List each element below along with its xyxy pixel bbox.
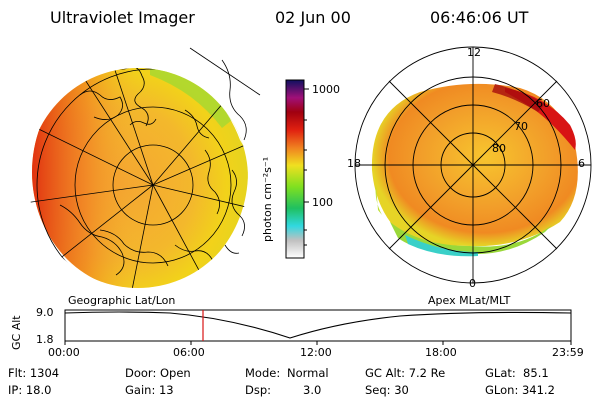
left-map-caption: Geographic Lat/Lon — [68, 294, 176, 307]
altitude-plot — [64, 309, 572, 345]
altitude-tick-bottom: 1.8 — [36, 333, 54, 346]
time-tick-1200: 12:00 — [300, 346, 332, 359]
mlat-label-70: 70 — [514, 120, 528, 133]
geographic-map — [28, 47, 261, 288]
ip-value: IP: 18.0 — [8, 383, 52, 397]
door-status: Door: Open — [125, 366, 191, 380]
geo-latitude: GLat: 85.1 — [485, 366, 549, 380]
colorbar-tick-100: 100 — [312, 196, 333, 209]
mode-value: Normal — [287, 366, 329, 380]
flight-number: Flt: 1304 — [8, 366, 60, 380]
mlat-label-80: 80 — [492, 142, 506, 155]
geo-longitude: GLon: 341.2 — [485, 383, 555, 397]
sequence-value: Seq: 30 — [365, 383, 409, 397]
mlt-label-6: 6 — [578, 157, 585, 170]
right-map-caption: Apex MLat/MLT — [428, 294, 511, 307]
time-tick-0000: 00:00 — [48, 346, 80, 359]
mlt-label-12: 12 — [467, 46, 481, 59]
mode-label: Mode: — [245, 366, 281, 380]
date-label: 02 Jun 00 — [275, 8, 351, 27]
magnetic-map — [354, 46, 592, 284]
altitude-axis-label: GC Alt — [10, 315, 23, 350]
time-label: 06:46:06 UT — [430, 8, 529, 27]
color-bar — [285, 79, 309, 259]
dsp-label: Dsp: — [245, 383, 272, 397]
mlt-label-0: 0 — [469, 277, 476, 290]
gain-value: Gain: 13 — [125, 383, 174, 397]
gc-altitude: GC Alt: 7.2 Re — [365, 366, 446, 380]
colorbar-unit-label: photon cm⁻²s⁻¹ — [261, 156, 274, 242]
dsp-value: 3.0 — [303, 383, 322, 397]
time-tick-1800: 18:00 — [425, 346, 457, 359]
mlat-label-60: 60 — [536, 97, 550, 110]
mlt-label-18: 18 — [347, 157, 361, 170]
instrument-title: Ultraviolet Imager — [50, 8, 195, 27]
time-tick-0600: 06:00 — [173, 346, 205, 359]
colorbar-tick-1000: 1000 — [312, 83, 340, 96]
time-tick-2359: 23:59 — [552, 346, 584, 359]
altitude-tick-top: 9.0 — [36, 306, 54, 319]
